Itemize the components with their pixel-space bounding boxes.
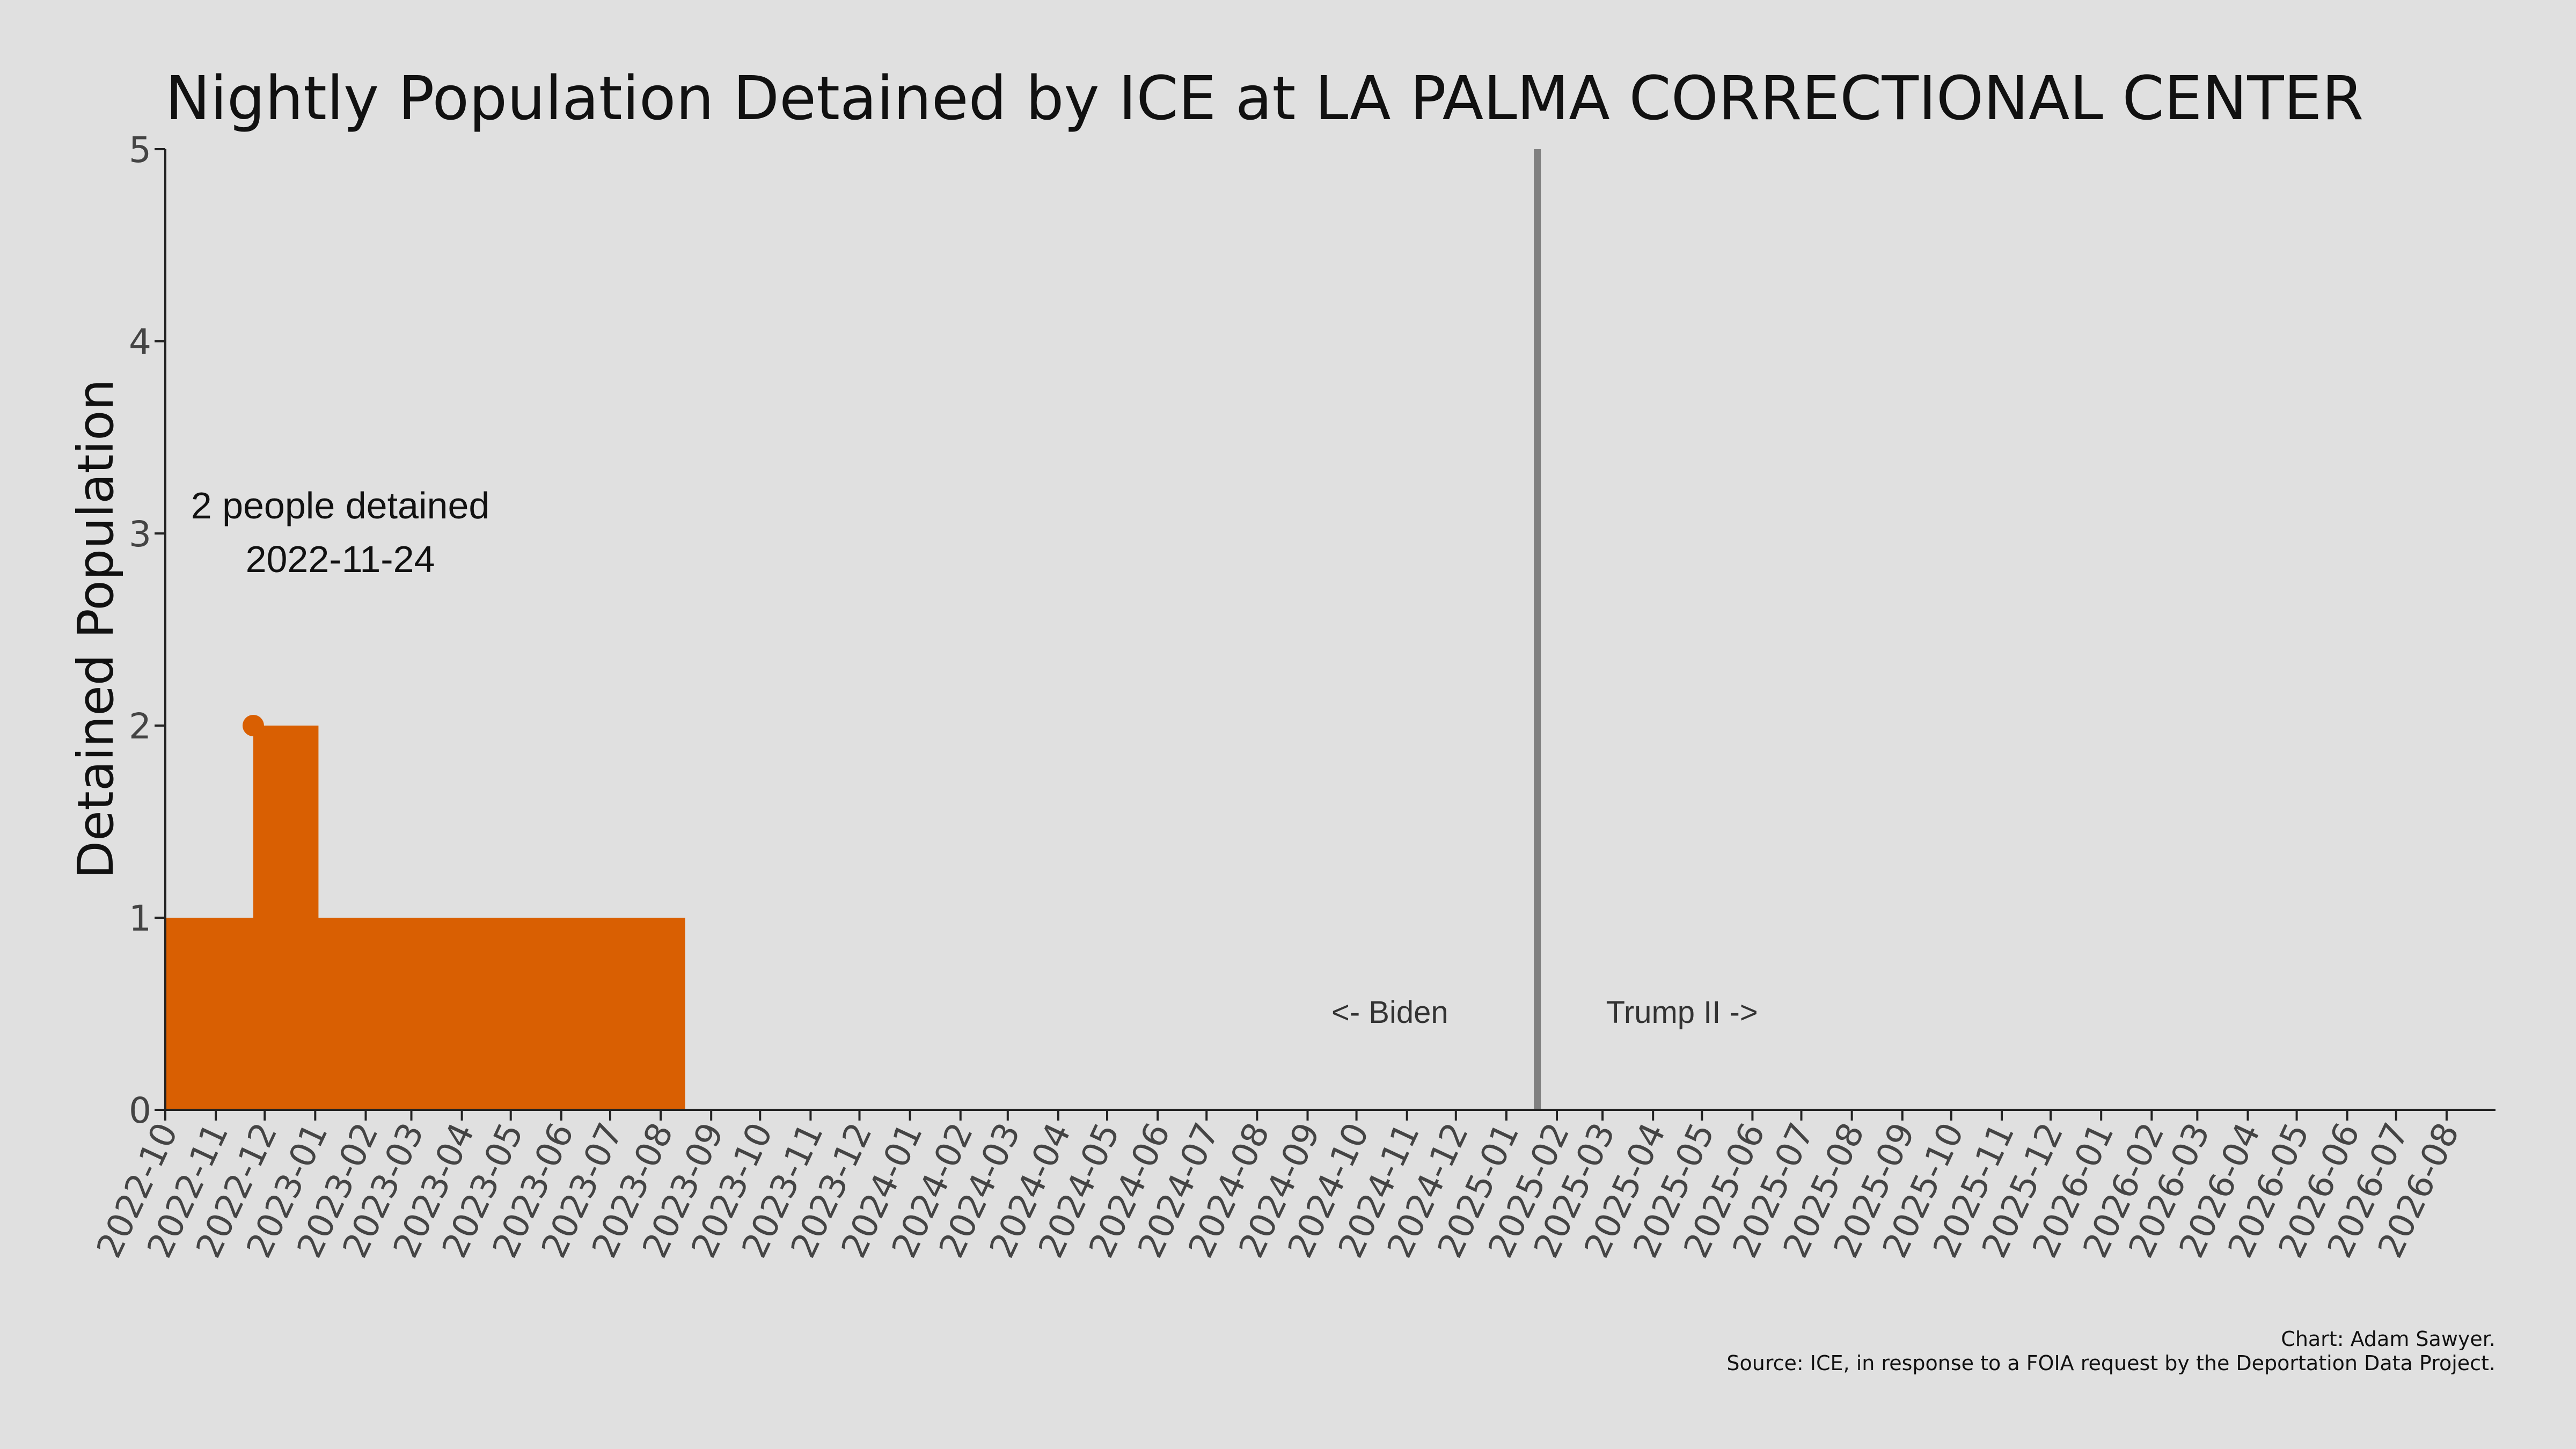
y-tick-label: 1 (129, 898, 151, 939)
x-tick-layer: 2022-102022-112022-122023-012023-022023-… (89, 1110, 2467, 1264)
y-tick-label: 4 (129, 321, 151, 363)
area-layer (165, 726, 685, 1110)
y-tick-label: 2 (129, 706, 151, 747)
y-tick-layer: 0 1 2 3 4 5 (129, 129, 165, 1131)
annotation-layer: 2 people detained 2022-11-24 <- Biden Trump… (191, 485, 1758, 1030)
y-tick-label: 5 (129, 129, 151, 171)
trump-era-label: Trump II -> (1606, 995, 1758, 1030)
chart-title: Nightly Population Detained by ICE at LA… (165, 64, 2363, 134)
y-axis-label: Detained Population (67, 379, 125, 879)
y-tick-label: 3 (129, 514, 151, 555)
peak-marker (242, 715, 264, 736)
peak-label: 2 people detained (191, 485, 490, 526)
caption-line: Source: ICE, in response to a FOIA reque… (1726, 1351, 2496, 1375)
peak-date-label: 2022-11-24 (246, 538, 435, 580)
series-area-0 (165, 726, 685, 1110)
biden-era-label: <- Biden (1331, 995, 1448, 1030)
axes-layer (164, 149, 2496, 1111)
caption-line: Chart: Adam Sawyer. (2281, 1327, 2496, 1351)
caption-layer: Chart: Adam Sawyer.Source: ICE, in respo… (1726, 1327, 2496, 1375)
y-tick-label: 0 (129, 1090, 151, 1131)
